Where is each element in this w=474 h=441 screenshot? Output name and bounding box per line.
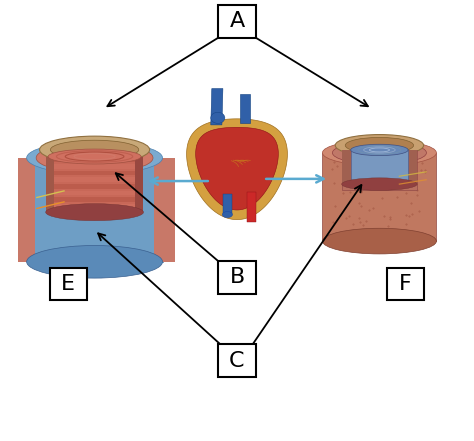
Text: E: E — [61, 274, 75, 294]
Text: C: C — [229, 351, 245, 371]
Polygon shape — [49, 204, 140, 209]
Polygon shape — [49, 164, 140, 168]
Polygon shape — [342, 150, 351, 184]
Ellipse shape — [335, 135, 424, 156]
Polygon shape — [351, 150, 408, 184]
Ellipse shape — [50, 140, 139, 159]
Polygon shape — [49, 198, 140, 202]
Polygon shape — [49, 184, 140, 189]
Polygon shape — [211, 89, 223, 125]
Polygon shape — [46, 157, 55, 212]
Polygon shape — [155, 158, 175, 262]
Polygon shape — [247, 192, 256, 222]
Text: B: B — [229, 268, 245, 288]
Ellipse shape — [332, 142, 427, 164]
Ellipse shape — [342, 178, 417, 191]
Ellipse shape — [27, 142, 163, 174]
Polygon shape — [48, 157, 141, 212]
Ellipse shape — [54, 148, 136, 168]
FancyBboxPatch shape — [219, 344, 255, 377]
Ellipse shape — [48, 149, 141, 164]
Text: F: F — [399, 274, 412, 294]
Ellipse shape — [351, 144, 408, 156]
FancyBboxPatch shape — [219, 261, 255, 294]
Ellipse shape — [322, 228, 437, 254]
Polygon shape — [14, 158, 35, 262]
Polygon shape — [135, 157, 144, 212]
Polygon shape — [49, 191, 140, 195]
Ellipse shape — [27, 246, 163, 278]
Polygon shape — [196, 127, 278, 210]
Polygon shape — [187, 119, 287, 220]
Polygon shape — [322, 153, 437, 241]
FancyBboxPatch shape — [50, 268, 87, 300]
Polygon shape — [408, 150, 417, 184]
Ellipse shape — [222, 212, 232, 217]
Ellipse shape — [322, 140, 437, 166]
Polygon shape — [49, 157, 140, 162]
Ellipse shape — [211, 112, 225, 123]
Polygon shape — [49, 177, 140, 182]
Polygon shape — [49, 171, 140, 176]
FancyBboxPatch shape — [219, 5, 255, 37]
Text: A: A — [229, 11, 245, 31]
FancyBboxPatch shape — [387, 268, 424, 300]
Ellipse shape — [345, 138, 414, 153]
Ellipse shape — [39, 136, 150, 163]
Polygon shape — [27, 158, 163, 262]
Ellipse shape — [348, 146, 411, 160]
Polygon shape — [239, 93, 250, 123]
Polygon shape — [223, 194, 232, 215]
Ellipse shape — [36, 143, 153, 173]
Polygon shape — [342, 150, 417, 190]
Ellipse shape — [46, 204, 144, 220]
